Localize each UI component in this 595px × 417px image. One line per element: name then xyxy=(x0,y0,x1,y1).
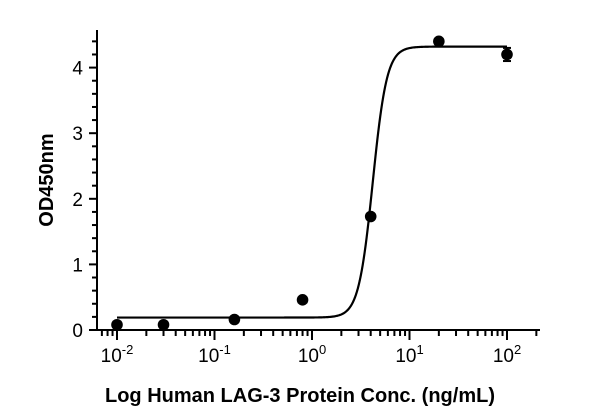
x-tick-label: 10-1 xyxy=(198,342,231,367)
y-tick-label: 1 xyxy=(72,255,83,276)
x-tick-label: 101 xyxy=(395,342,423,367)
x-axis-title: Log Human LAG-3 Protein Conc. (ng/mL) xyxy=(105,385,495,407)
data-point xyxy=(296,294,309,306)
x-tick-label: 10-2 xyxy=(101,342,134,367)
y-tick-label: 4 xyxy=(72,59,83,80)
y-axis-title: OD450nm xyxy=(36,133,58,226)
y-tick-label: 2 xyxy=(72,190,83,211)
x-tick-label: 102 xyxy=(493,342,521,367)
data-points-layer xyxy=(111,35,513,331)
axes: 0 1 2 3 4 10-2 10-1 100 101 102 xyxy=(72,30,540,367)
y-tick-label: 0 xyxy=(72,321,83,342)
data-point xyxy=(111,318,123,331)
data-point xyxy=(228,313,241,326)
fit-curve-layer xyxy=(117,45,507,319)
data-point xyxy=(157,318,170,331)
y-tick-label: 3 xyxy=(72,124,83,145)
data-point xyxy=(501,48,513,61)
data-point xyxy=(364,210,377,223)
x-tick-label: 100 xyxy=(298,342,326,367)
data-point xyxy=(433,35,445,48)
fit-curve xyxy=(117,45,507,319)
